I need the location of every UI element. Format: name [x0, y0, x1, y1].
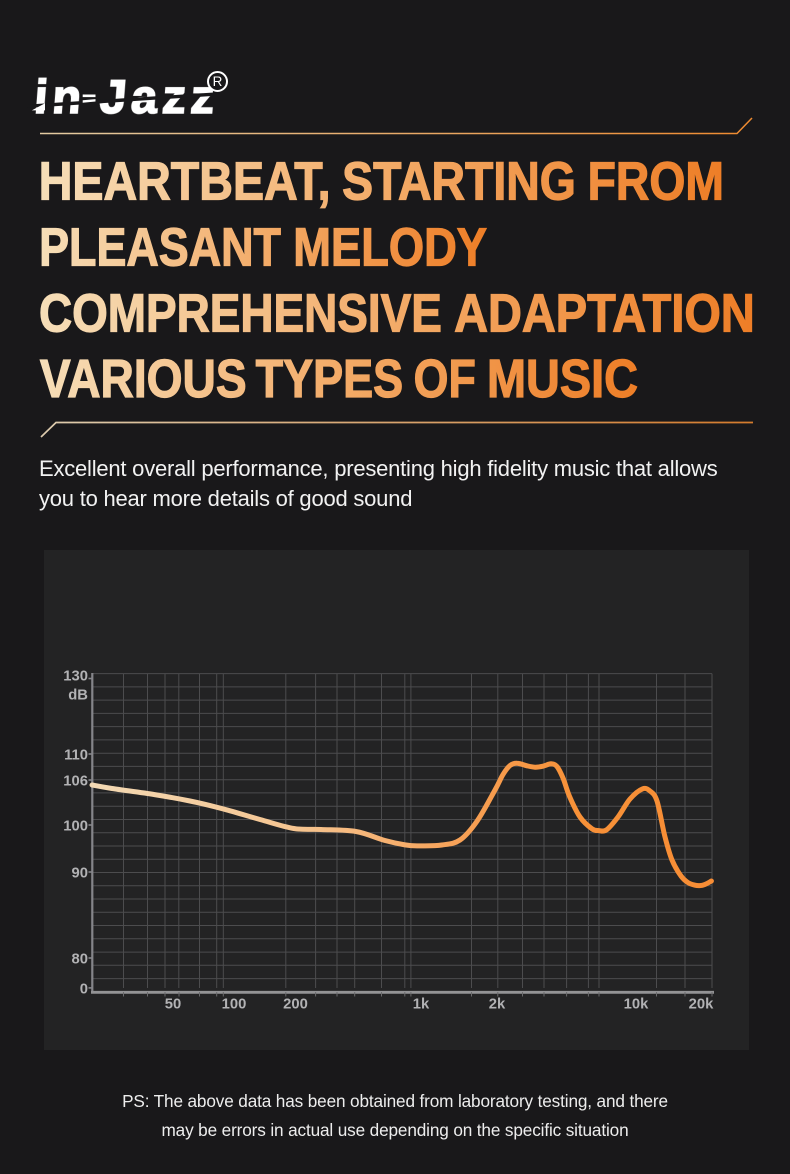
svg-text:20k: 20k [689, 997, 714, 1013]
svg-text:TYPES: TYPES [256, 348, 404, 409]
svg-text:1k: 1k [413, 997, 430, 1013]
svg-text:130: 130 [63, 669, 88, 685]
svg-text:MUSIC: MUSIC [487, 348, 638, 409]
svg-text:80: 80 [72, 952, 88, 968]
svg-text:2k: 2k [489, 997, 506, 1013]
svg-text:0: 0 [80, 982, 88, 998]
svg-text:MELODY: MELODY [293, 217, 487, 278]
svg-text:ADAPTATION: ADAPTATION [454, 282, 755, 343]
svg-text:STARTING: STARTING [342, 150, 576, 211]
svg-text:VARIOUS: VARIOUS [40, 349, 247, 409]
svg-text:90: 90 [72, 866, 88, 882]
svg-text:dB: dB [68, 688, 88, 704]
svg-text:100: 100 [63, 819, 88, 835]
svg-text:200: 200 [283, 997, 308, 1013]
svg-text:OF: OF [414, 348, 476, 409]
svg-text:FROM: FROM [588, 150, 724, 211]
svg-text:50: 50 [165, 997, 181, 1013]
svg-text:COMPREHENSIVE: COMPREHENSIVE [39, 283, 442, 343]
svg-text:100: 100 [222, 997, 247, 1013]
svg-text:HEARTBEAT,: HEARTBEAT, [39, 150, 331, 211]
svg-text:106: 106 [63, 774, 88, 790]
svg-text:10k: 10k [624, 997, 649, 1013]
svg-text:PLEASANT: PLEASANT [39, 217, 281, 278]
svg-text:110: 110 [64, 748, 88, 764]
